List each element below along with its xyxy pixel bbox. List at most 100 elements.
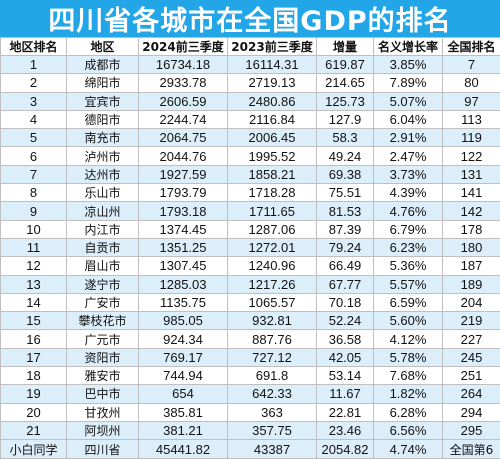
- header-region: 地区: [67, 38, 139, 56]
- cell-growth-rate: 3.85%: [374, 56, 443, 74]
- cell-region-name: 雅安市: [67, 367, 139, 385]
- cell-increase: 22.81: [317, 403, 374, 421]
- footer-increase: 2054.82: [317, 440, 374, 459]
- cell-gdp-2023: 1272.01: [228, 238, 317, 256]
- cell-gdp-2023: 363: [228, 403, 317, 421]
- cell-increase: 79.24: [317, 238, 374, 256]
- footer-gdp-2023: 43387: [228, 440, 317, 459]
- cell-growth-rate: 2.91%: [374, 129, 443, 147]
- cell-gdp-2024: 385.81: [139, 403, 228, 421]
- cell-growth-rate: 4.12%: [374, 330, 443, 348]
- cell-region-rank: 10: [1, 220, 67, 238]
- cell-region-rank: 7: [1, 165, 67, 183]
- cell-increase: 619.87: [317, 56, 374, 74]
- cell-region-rank: 19: [1, 385, 67, 403]
- table-footer-row: 小白同学 四川省 45441.82 43387 2054.82 4.74% 全国…: [1, 440, 500, 459]
- cell-national-rank: 80: [443, 74, 500, 92]
- cell-region-name: 成都市: [67, 56, 139, 74]
- cell-region-name: 甘孜州: [67, 403, 139, 421]
- cell-region-rank: 17: [1, 348, 67, 366]
- header-national-rank: 全国排名: [443, 38, 500, 56]
- cell-gdp-2024: 924.34: [139, 330, 228, 348]
- cell-national-rank: 251: [443, 367, 500, 385]
- footer-province: 四川省: [67, 440, 139, 459]
- cell-gdp-2023: 1858.21: [228, 165, 317, 183]
- cell-region-rank: 14: [1, 293, 67, 311]
- cell-gdp-2023: 1287.06: [228, 220, 317, 238]
- cell-gdp-2023: 357.75: [228, 421, 317, 439]
- cell-region-rank: 1: [1, 56, 67, 74]
- cell-national-rank: 113: [443, 110, 500, 128]
- cell-national-rank: 141: [443, 184, 500, 202]
- cell-gdp-2024: 1135.75: [139, 293, 228, 311]
- cell-national-rank: 264: [443, 385, 500, 403]
- cell-national-rank: 189: [443, 275, 500, 293]
- cell-gdp-2024: 2044.76: [139, 147, 228, 165]
- footer-author: 小白同学: [1, 440, 67, 459]
- cell-increase: 87.39: [317, 220, 374, 238]
- header-gdp-2023: 2023前三季度: [228, 38, 317, 56]
- cell-region-name: 绵阳市: [67, 74, 139, 92]
- cell-region-name: 内江市: [67, 220, 139, 238]
- cell-region-rank: 9: [1, 202, 67, 220]
- cell-gdp-2024: 1927.59: [139, 165, 228, 183]
- cell-gdp-2024: 744.94: [139, 367, 228, 385]
- cell-region-name: 广安市: [67, 293, 139, 311]
- cell-region-name: 巴中市: [67, 385, 139, 403]
- cell-region-name: 德阳市: [67, 110, 139, 128]
- cell-region-rank: 8: [1, 184, 67, 202]
- cell-region-name: 达州市: [67, 165, 139, 183]
- cell-national-rank: 227: [443, 330, 500, 348]
- table-header-row: 地区排名 地区 2024前三季度 2023前三季度 增量 名义增长率 全国排名: [1, 38, 500, 56]
- cell-gdp-2023: 887.76: [228, 330, 317, 348]
- cell-growth-rate: 4.76%: [374, 202, 443, 220]
- cell-region-name: 攀枝花市: [67, 312, 139, 330]
- cell-growth-rate: 5.60%: [374, 312, 443, 330]
- cell-growth-rate: 5.78%: [374, 348, 443, 366]
- cell-national-rank: 180: [443, 238, 500, 256]
- cell-increase: 58.3: [317, 129, 374, 147]
- cell-region-rank: 13: [1, 275, 67, 293]
- cell-gdp-2024: 1793.18: [139, 202, 228, 220]
- cell-growth-rate: 3.73%: [374, 165, 443, 183]
- cell-gdp-2023: 2719.13: [228, 74, 317, 92]
- cell-growth-rate: 6.04%: [374, 110, 443, 128]
- header-increase: 增量: [317, 38, 374, 56]
- cell-increase: 11.67: [317, 385, 374, 403]
- cell-increase: 66.49: [317, 257, 374, 275]
- cell-increase: 52.24: [317, 312, 374, 330]
- header-growth-rate: 名义增长率: [374, 38, 443, 56]
- cell-gdp-2024: 2244.74: [139, 110, 228, 128]
- cell-gdp-2023: 1995.52: [228, 147, 317, 165]
- cell-increase: 214.65: [317, 74, 374, 92]
- cell-gdp-2023: 2116.84: [228, 110, 317, 128]
- gdp-ranking-table: 地区排名 地区 2024前三季度 2023前三季度 增量 名义增长率 全国排名 …: [0, 37, 500, 459]
- cell-increase: 127.9: [317, 110, 374, 128]
- cell-growth-rate: 1.82%: [374, 385, 443, 403]
- cell-national-rank: 294: [443, 403, 500, 421]
- cell-region-rank: 21: [1, 421, 67, 439]
- cell-growth-rate: 7.89%: [374, 74, 443, 92]
- cell-national-rank: 119: [443, 129, 500, 147]
- cell-gdp-2023: 16114.31: [228, 56, 317, 74]
- cell-gdp-2023: 1217.26: [228, 275, 317, 293]
- cell-national-rank: 204: [443, 293, 500, 311]
- cell-national-rank: 7: [443, 56, 500, 74]
- cell-national-rank: 131: [443, 165, 500, 183]
- cell-increase: 42.05: [317, 348, 374, 366]
- cell-gdp-2024: 2606.59: [139, 92, 228, 110]
